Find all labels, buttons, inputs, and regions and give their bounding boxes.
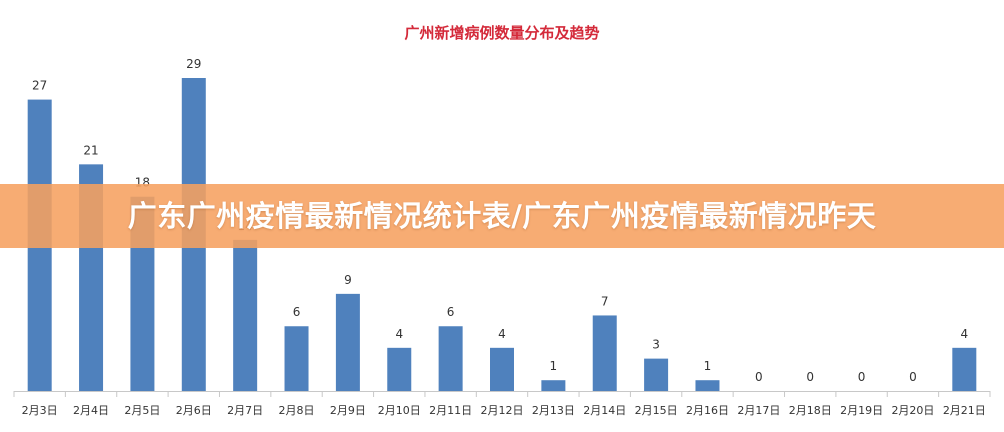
x-tick-label: 2月20日 xyxy=(891,404,934,417)
x-tick-label: 2月21日 xyxy=(943,404,986,417)
bar xyxy=(387,347,412,391)
bar xyxy=(490,347,514,391)
bar xyxy=(284,326,309,391)
bar xyxy=(541,380,566,391)
x-tick-label: 2月16日 xyxy=(686,404,729,417)
x-tick-label: 2月15日 xyxy=(635,404,678,417)
x-tick-label: 2月4日 xyxy=(73,404,109,417)
data-label: 0 xyxy=(858,370,866,384)
data-label: 4 xyxy=(395,327,403,341)
x-tick-label: 2月6日 xyxy=(176,404,212,417)
data-label: 6 xyxy=(447,305,455,319)
data-label: 4 xyxy=(498,327,506,341)
data-label: 1 xyxy=(550,359,558,373)
x-tick-label: 2月9日 xyxy=(330,404,366,417)
x-tick-label: 2月7日 xyxy=(227,404,263,417)
bar xyxy=(644,358,669,391)
x-tick-label: 2月12日 xyxy=(481,404,524,417)
data-label: 0 xyxy=(909,370,917,384)
x-tick-label: 2月3日 xyxy=(22,404,58,417)
data-label: 27 xyxy=(32,79,47,93)
data-label: 21 xyxy=(83,143,98,157)
data-label: 0 xyxy=(806,370,814,384)
bar xyxy=(952,347,977,391)
data-label: 9 xyxy=(344,273,352,287)
x-tick-label: 2月11日 xyxy=(429,404,472,417)
data-label: 3 xyxy=(652,338,660,352)
data-label: 0 xyxy=(755,370,763,384)
x-tick-label: 2月18日 xyxy=(789,404,832,417)
data-label: 6 xyxy=(293,305,301,319)
x-tick-label: 2月10日 xyxy=(378,404,421,417)
x-tick-label: 2月8日 xyxy=(279,404,315,417)
data-label: 4 xyxy=(960,327,968,341)
bar xyxy=(335,293,360,391)
bar xyxy=(592,315,617,391)
x-tick-label: 2月14日 xyxy=(583,404,626,417)
data-label: 7 xyxy=(601,294,609,308)
chart-title: 广州新增病例数量分布及趋势 xyxy=(404,24,600,42)
bar xyxy=(438,326,463,391)
x-tick-label: 2月17日 xyxy=(737,404,780,417)
x-tick-label: 2月19日 xyxy=(840,404,883,417)
banner-text: 广东广州疫情最新情况统计表/广东广州疫情最新情况昨天 xyxy=(127,199,877,233)
data-label: 1 xyxy=(704,359,712,373)
x-tick-label: 2月13日 xyxy=(532,404,575,417)
x-tick-label: 2月5日 xyxy=(124,404,160,417)
data-label: 29 xyxy=(186,57,201,71)
bar xyxy=(233,239,258,391)
overlay-banner: 广东广州疫情最新情况统计表/广东广州疫情最新情况昨天 xyxy=(0,184,1004,248)
bar xyxy=(695,380,720,391)
